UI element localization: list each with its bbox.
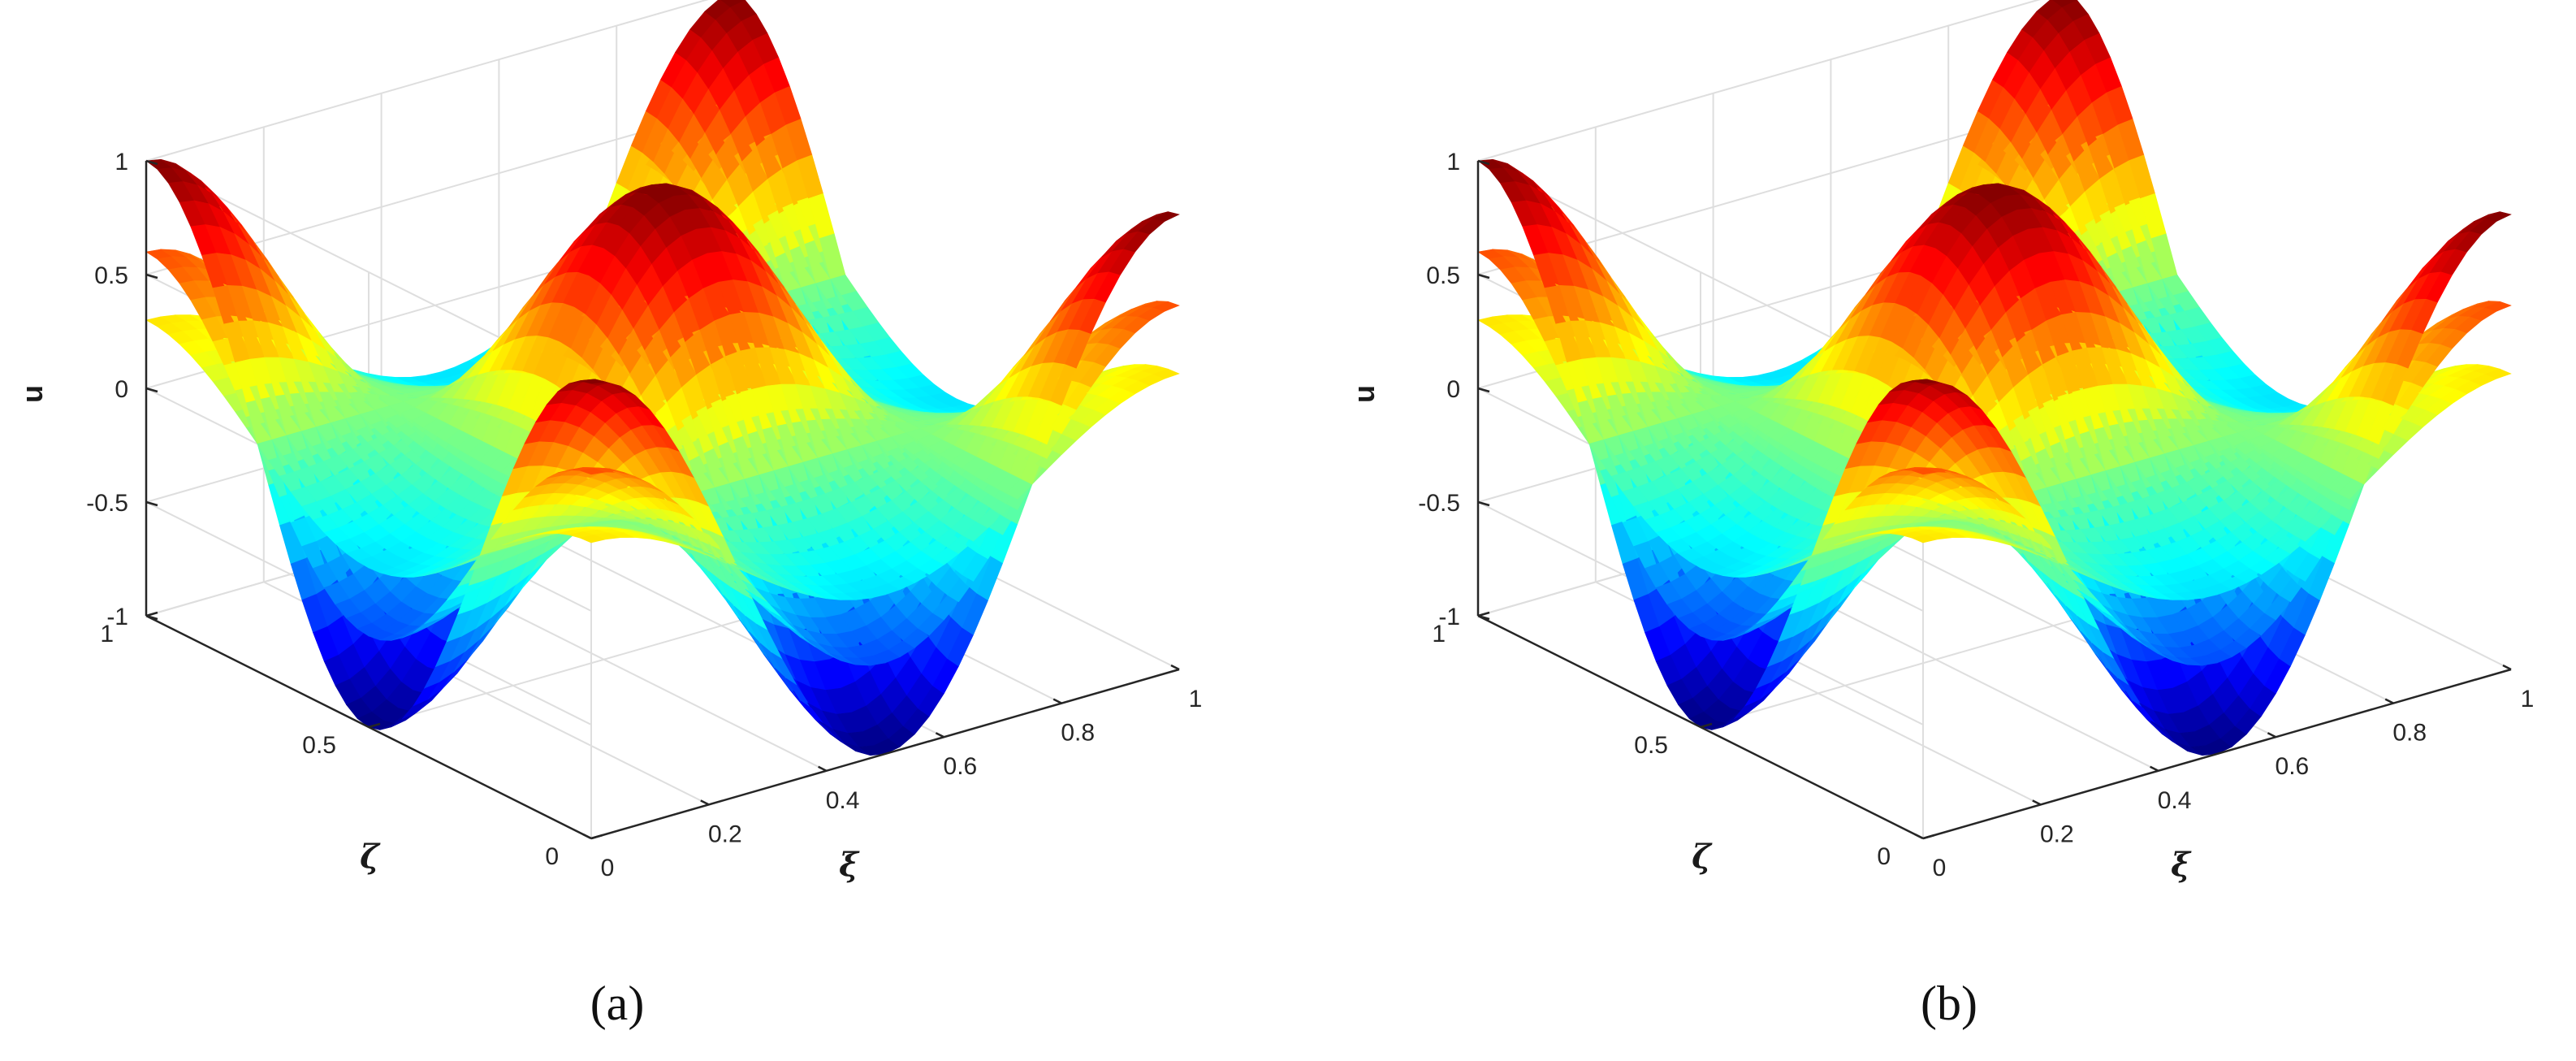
surface-plot-a: -1 -0.5 0 0.5 1 0 0.5 1 0 0.2 0.4 0.6 0.8 1 u ζ ξ (a) [15, 0, 1202, 1030]
x-axis-line [590, 668, 1180, 840]
surface-layer [1477, 0, 2512, 756]
z-tick-label: 1 [115, 149, 128, 175]
z-tick-label: 0 [115, 376, 128, 403]
grid-line [145, 0, 709, 162]
y-tick-mark [590, 834, 603, 840]
x-tick-mark [1052, 698, 1062, 704]
x-axis-label: ξ [839, 846, 860, 884]
y-tick-label: 0.5 [302, 732, 336, 759]
surface-layer [145, 0, 1180, 756]
x-tick-label: 0.4 [826, 787, 860, 814]
x-tick-label: 0.6 [944, 753, 978, 780]
x-tick-mark [700, 799, 710, 806]
grid-line [1477, 0, 2041, 162]
z-tick-label: -0.5 [86, 490, 128, 517]
x-tick-mark [1170, 664, 1180, 671]
z-tick-mark [145, 159, 158, 166]
x-tick-label: 0.2 [708, 821, 742, 847]
surface-facet [1152, 211, 1180, 222]
x-tick-label: 0.8 [1061, 720, 1095, 747]
x-tick-mark [935, 732, 944, 738]
z-tick-label: -1 [106, 604, 128, 630]
z-tick-mark [145, 500, 158, 507]
y-tick-label: 1 [100, 621, 114, 647]
surface-facet [1152, 301, 1180, 312]
y-tick-mark [368, 722, 381, 729]
x-tick-label: 0 [601, 855, 615, 881]
x-tick-label: 1 [1189, 686, 1203, 712]
z-tick-mark [145, 387, 158, 393]
z-tick-mark [145, 273, 158, 279]
z-tick-mark [145, 614, 158, 621]
y-tick-mark [145, 611, 158, 617]
y-axis-label: ζ [360, 838, 381, 876]
panel-a: -1 -0.5 0 0.5 1 0 0.5 1 0 0.2 0.4 0.6 0.8 1 u ζ ξ (a) [15, 0, 1202, 1030]
surface-facet [1152, 368, 1180, 379]
x-tick-mark [818, 765, 828, 772]
z-tick-label: 0.5 [94, 262, 128, 289]
panel-b: -1 -0.5 0 0.5 1 0 0.5 1 0 0.2 0.4 0.6 0.8 1 u ζ ξ (b) [1332, 0, 2576, 1061]
axes-layer: -1 -0.5 0 0.5 1 0 0.5 1 0 0.2 0.4 0.6 0.8 1 [86, 149, 1202, 881]
x-tick-mark [582, 833, 592, 840]
panel-caption: (a) [590, 977, 645, 1030]
z-axis-label: u [15, 385, 49, 403]
y-tick-label: 0 [545, 843, 559, 870]
